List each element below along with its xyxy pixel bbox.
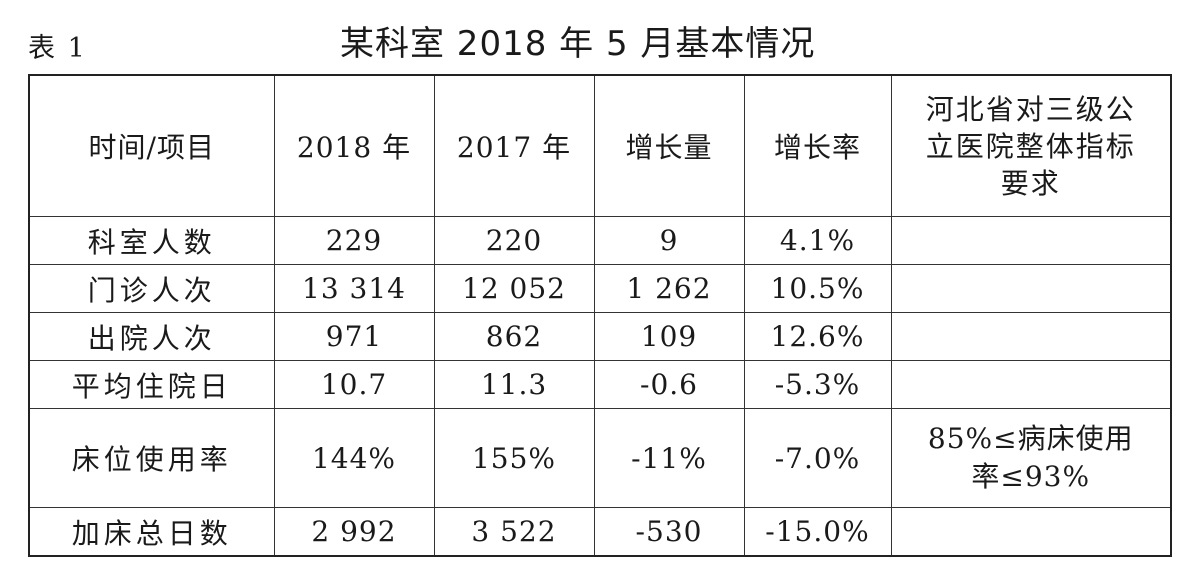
cell-2018: 10.7 <box>273 360 435 409</box>
cell-2018: 144% <box>273 408 435 508</box>
cell-requirement <box>890 264 1172 313</box>
cell-2017: 3 522 <box>433 507 595 557</box>
cell-increase: -11% <box>593 408 745 508</box>
cell-growth-rate: 4.1% <box>743 216 892 265</box>
header-2017: 2017 年 <box>433 74 595 217</box>
header-increase: 增长量 <box>593 74 745 217</box>
cell-2018: 971 <box>273 312 435 361</box>
cell-requirement <box>890 312 1172 361</box>
table-row: 床位使用率 144% 155% -11% -7.0% 85%≤病床使用率≤93% <box>28 408 1172 508</box>
cell-2017: 12 052 <box>433 264 595 313</box>
cell-increase: 9 <box>593 216 745 265</box>
cell-growth-rate: -15.0% <box>743 507 892 557</box>
table-label: 表 1 <box>28 33 87 64</box>
cell-requirement <box>890 360 1172 409</box>
cell-increase: -0.6 <box>593 360 745 409</box>
header-2018: 2018 年 <box>273 74 435 217</box>
header-item: 时间/项目 <box>28 74 275 217</box>
row-item: 平均住院日 <box>28 360 275 409</box>
cell-2018: 13 314 <box>273 264 435 313</box>
cell-growth-rate: 12.6% <box>743 312 892 361</box>
cell-2018: 229 <box>273 216 435 265</box>
cell-2017: 11.3 <box>433 360 595 409</box>
header-row: 时间/项目 2018 年 2017 年 增长量 增长率 河北省对三级公立医院整体… <box>28 74 1172 217</box>
cell-growth-rate: -5.3% <box>743 360 892 409</box>
header-requirement: 河北省对三级公立医院整体指标要求 <box>890 74 1172 217</box>
cell-increase: -530 <box>593 507 745 557</box>
cell-2017: 862 <box>433 312 595 361</box>
row-item: 门诊人次 <box>28 264 275 313</box>
table-title: 某科室 2018 年 5 月基本情况 <box>340 24 816 64</box>
table-row: 出院人次 971 862 109 12.6% <box>28 312 1172 361</box>
cell-increase: 1 262 <box>593 264 745 313</box>
row-item: 床位使用率 <box>28 408 275 508</box>
header-growth-rate: 增长率 <box>743 74 892 217</box>
row-item: 加床总日数 <box>28 507 275 557</box>
table-row: 科室人数 229 220 9 4.1% <box>28 216 1172 265</box>
cell-2018: 2 992 <box>273 507 435 557</box>
row-item: 科室人数 <box>28 216 275 265</box>
cell-increase: 109 <box>593 312 745 361</box>
table-row: 加床总日数 2 992 3 522 -530 -15.0% <box>28 507 1172 557</box>
cell-requirement <box>890 216 1172 265</box>
cell-growth-rate: 10.5% <box>743 264 892 313</box>
statistics-table: 时间/项目 2018 年 2017 年 增长量 增长率 河北省对三级公立医院整体… <box>28 74 1172 557</box>
cell-requirement <box>890 507 1172 557</box>
table-row: 门诊人次 13 314 12 052 1 262 10.5% <box>28 264 1172 313</box>
cell-requirement: 85%≤病床使用率≤93% <box>890 408 1172 508</box>
cell-2017: 155% <box>433 408 595 508</box>
row-item: 出院人次 <box>28 312 275 361</box>
cell-growth-rate: -7.0% <box>743 408 892 508</box>
table-row: 平均住院日 10.7 11.3 -0.6 -5.3% <box>28 360 1172 409</box>
cell-2017: 220 <box>433 216 595 265</box>
